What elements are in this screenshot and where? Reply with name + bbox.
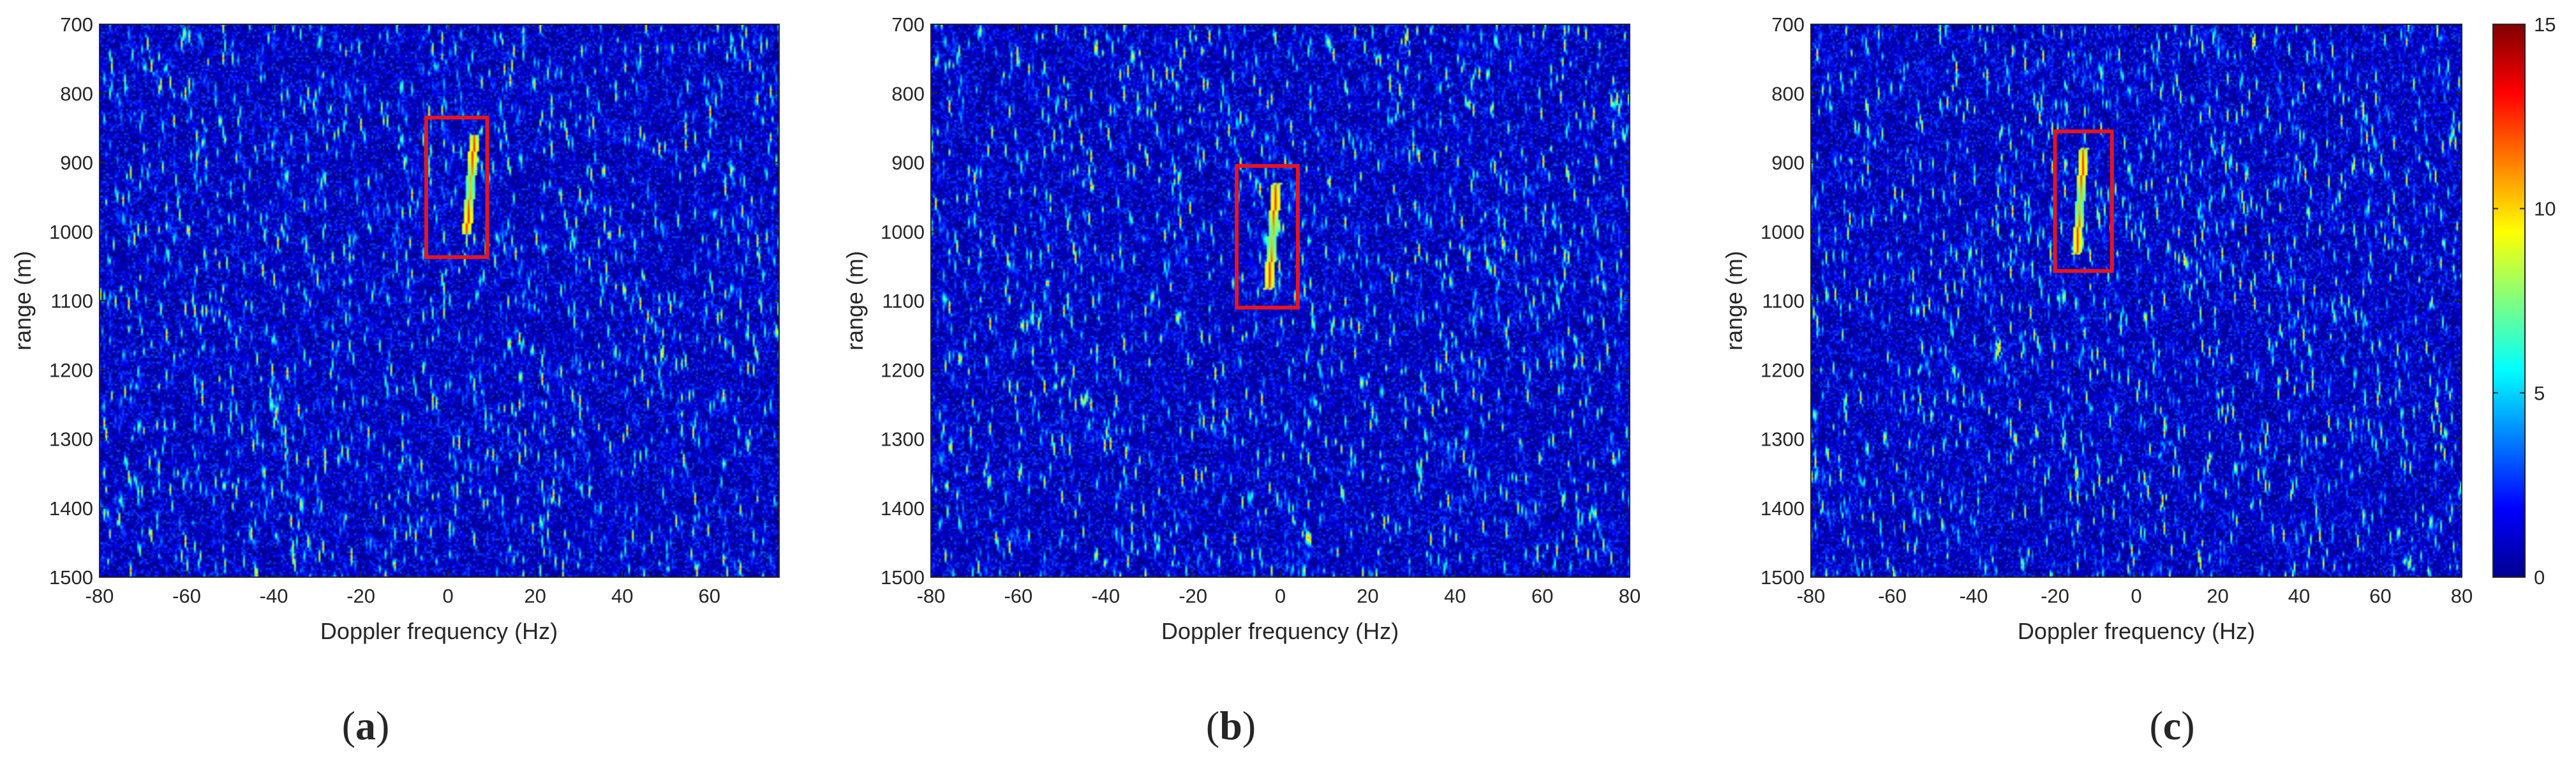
y-tick-label: 1000: [881, 221, 925, 243]
x-axis-label: Doppler frequency (Hz): [1161, 618, 1399, 644]
x-tick-label: -60: [1878, 585, 1907, 607]
axis-ticks: -80 -60 -40 -20 0 20 40 60 80 700 800 900 1000 1100 12…: [881, 13, 1641, 607]
heatmap-panel-c: -80 -60 -40 -20 0 20 40 60 80 700 800 900 1000 1100 12…: [1721, 13, 2473, 748]
x-tick-label: -20: [2041, 585, 2069, 607]
heatmap-plot-area: [1811, 24, 2462, 577]
y-tick-label: 1300: [881, 428, 925, 451]
target-highlight-box: [424, 116, 489, 259]
y-tick-label: 900: [1771, 152, 1805, 174]
colorbar: 0 5 10 15: [2492, 13, 2556, 589]
y-axis-label: range (m): [10, 251, 36, 350]
y-tick-label: 800: [891, 82, 925, 105]
y-tick-label: 1400: [1761, 497, 1805, 520]
y-tick-label: 1100: [1762, 290, 1805, 312]
x-tick-label: -80: [86, 585, 114, 607]
y-tick-label: 1200: [1761, 359, 1805, 381]
x-tick-label: 20: [524, 585, 546, 607]
x-tick-label: 80: [1619, 585, 1641, 607]
x-tick-label: 20: [1357, 585, 1378, 607]
target-highlight-box: [2053, 129, 2114, 273]
y-tick-label: 1000: [1761, 221, 1805, 243]
y-tick-label: 1100: [882, 290, 925, 312]
x-tick-label: 80: [2451, 585, 2473, 607]
axes-frame: [930, 24, 1630, 578]
x-axis-label: Doppler frequency (Hz): [320, 618, 558, 644]
colorbar-gradient: [2492, 24, 2526, 578]
colorbar-tick-label: 0: [2534, 566, 2545, 589]
y-tick-label: 1300: [49, 428, 93, 451]
x-tick-label: 40: [611, 585, 633, 607]
y-axis-label: range (m): [1721, 251, 1747, 350]
x-tick-label: -80: [917, 585, 946, 607]
x-tick-label: 0: [1275, 585, 1286, 607]
x-tick-label: 40: [2288, 585, 2310, 607]
x-tick-label: 40: [1444, 585, 1466, 607]
x-tick-label: 0: [443, 585, 454, 607]
y-tick-label: 1100: [50, 290, 93, 312]
colorbar-ticks: 0 5 10 15: [2493, 13, 2556, 589]
heatmap-plot-area: [100, 24, 779, 577]
colorbar-tick-label: 15: [2534, 13, 2556, 36]
y-tick-label: 900: [60, 152, 93, 174]
y-tick-label: 1400: [49, 497, 93, 520]
x-tick-label: 60: [1531, 585, 1553, 607]
x-tick-label: -80: [1797, 585, 1826, 607]
x-tick-label: -40: [1960, 585, 1988, 607]
axes-frame: [99, 24, 780, 578]
y-tick-label: 1300: [1761, 428, 1805, 451]
panel-label: a: [355, 703, 376, 748]
panel-caption: (a): [342, 703, 390, 748]
heatmap-image: [931, 24, 1630, 577]
x-tick-label: -20: [346, 585, 375, 607]
x-axis-label: Doppler frequency (Hz): [2018, 618, 2255, 644]
y-tick-label: 800: [1771, 82, 1805, 105]
panel-caption: (c): [2149, 703, 2194, 748]
x-tick-label: -40: [1091, 585, 1120, 607]
panel-caption: (b): [1206, 703, 1256, 748]
colorbar-tick-label: 10: [2534, 198, 2556, 220]
heatmap-image: [100, 24, 779, 577]
y-tick-label: 700: [60, 13, 93, 36]
x-tick-label: -60: [172, 585, 201, 607]
y-tick-label: 700: [1771, 13, 1805, 36]
x-tick-label: -40: [260, 585, 288, 607]
x-tick-label: 60: [2369, 585, 2391, 607]
heatmap-image: [1811, 24, 2462, 577]
target-highlight-box: [1235, 163, 1300, 310]
x-tick-label: 20: [2207, 585, 2228, 607]
y-tick-label: 800: [60, 82, 93, 105]
y-tick-label: 1400: [881, 497, 925, 520]
heatmap-panel-b: -80 -60 -40 -20 0 20 40 60 80 700 800 900 1000 1100 12…: [842, 13, 1641, 748]
x-tick-label: -20: [1179, 585, 1207, 607]
y-tick-label: 1500: [881, 566, 925, 589]
panel-label: b: [1219, 703, 1242, 748]
y-tick-label: 900: [891, 152, 925, 174]
axis-ticks: -80 -60 -40 -20 0 20 40 60 700 800 900 1000 1100 1200…: [49, 13, 779, 607]
x-tick-label: 0: [2131, 585, 2141, 607]
panel-label: c: [2163, 703, 2181, 748]
y-tick-label: 1500: [49, 566, 93, 589]
y-tick-label: 1500: [1761, 566, 1805, 589]
x-tick-label: -60: [1004, 585, 1032, 607]
colorbar-tick-label: 5: [2534, 382, 2545, 404]
y-tick-label: 1000: [49, 221, 93, 243]
y-axis-label: range (m): [842, 251, 868, 350]
heatmap-plot-area: [931, 24, 1630, 577]
heatmap-panel-a: -80 -60 -40 -20 0 20 40 60 700 800 900 1000 1100 1200…: [10, 13, 780, 748]
y-tick-label: 1200: [49, 359, 93, 381]
x-tick-label: 60: [699, 585, 720, 607]
axes-frame: [1810, 24, 2462, 578]
y-tick-label: 1200: [881, 359, 925, 381]
y-tick-label: 700: [891, 13, 925, 36]
